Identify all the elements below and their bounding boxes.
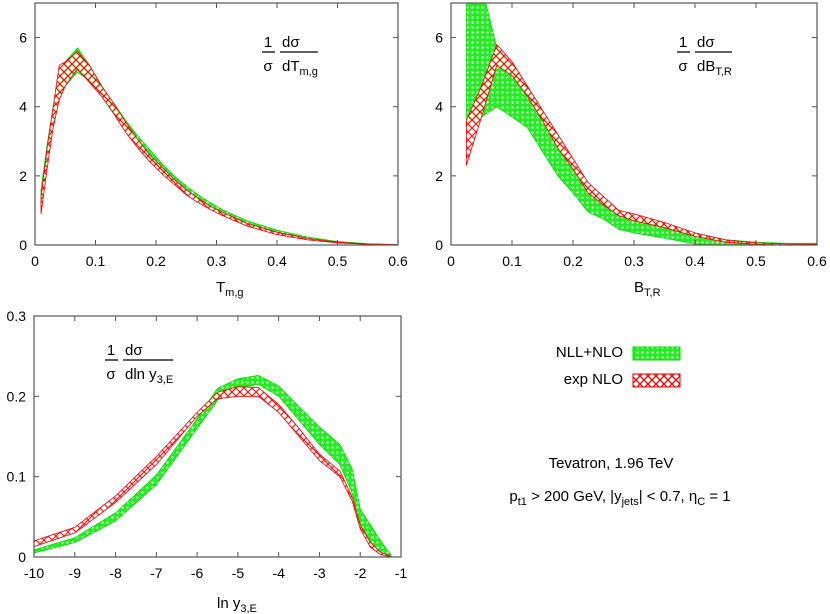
frac-den-2-main: dln y [125,366,157,383]
frac-den-2-main: dB [697,58,715,75]
x-axis-label-sub: T,R [644,287,661,299]
x-tick-label: -6 [191,565,204,581]
x-tick-label: -9 [69,565,82,581]
frac-num-2: dσ [697,34,715,51]
y-tick-label: 0.2 [7,388,27,404]
y-tick-label: 0 [18,549,26,565]
x-tick-label: 0.5 [746,253,766,269]
x-tick-label: -3 [313,565,326,581]
frac-num-1: 1 [679,34,687,51]
y-tick-label: 2 [19,168,27,184]
plot-frame [450,2,818,246]
y-tick-label: 0.3 [7,308,27,324]
x-tick-label: 0.6 [807,253,827,269]
x-axis-label: BT,R [634,279,661,299]
x-axis-label-sub: m,g [225,287,243,299]
x-axis-label-main: ln y [217,595,241,612]
frac-den-2: dBT,R [697,58,732,78]
bands [40,47,398,245]
x-tick-label: 0.6 [388,253,408,269]
x-axis-label: Tm,g [216,279,244,299]
legend-swatch-exp-nlo [632,373,681,388]
annotation-part: = 1 [705,488,730,505]
x-axis-label: ln y3,E [217,595,257,614]
y-quantity-label: 1 σdσ dBT,R [677,34,732,78]
panel-ln-y3e: -10 -9 -8 -7 -6 -5 -4 -3 -2 -100.10.20.3ln y3,E1σ… [7,308,408,614]
frac-den-2-sub: 3,E [157,374,174,386]
x-tick-label: 0 [31,253,39,269]
y-quantity-label: 1 σdσ dTm,g [262,34,318,78]
x-tick-label: -5 [232,565,245,581]
x-axis-label-main: T [216,279,225,296]
x-axis-label-sub: 3,E [240,603,257,614]
band-exp-nlo [34,386,392,557]
x-tick-label: 0.3 [624,253,644,269]
legend-swatch-nll-nlo [632,346,681,361]
band-exp-nlo [465,43,817,245]
x-tick-label: -1 [395,565,408,581]
x-tick-label: 0 [447,253,455,269]
y-tick-label: 2 [435,168,443,184]
frac-den-2: dln y3,E [125,366,173,386]
y-tick-label: 0.1 [7,469,27,485]
x-tick-label: 0.1 [86,253,106,269]
x-tick-label: 0.4 [267,253,287,269]
frac-den-2-sub: T,R [715,66,732,78]
y-tick-label: 6 [435,30,443,46]
x-tick-label: -7 [150,565,163,581]
x-tick-label: 0.4 [685,253,705,269]
legend-label-exp-nlo: exp NLO [564,371,623,388]
y-tick-label: 0 [435,237,443,253]
frac-num-2: dσ [125,342,143,359]
annotation-cuts: pt1 > 200 GeV, |yjets| < 0.7, ηC = 1 [509,488,730,508]
band-nll-nlo [465,3,817,245]
x-tick-label: 0.3 [207,253,227,269]
annotation-part: C [697,496,705,508]
x-axis-label-main: B [634,279,644,296]
annotation-part: > 200 GeV, |y [527,488,622,505]
x-tick-label: -4 [272,565,285,581]
bands [465,3,817,245]
x-tick-label: -2 [354,565,367,581]
x-tick-label: -8 [109,565,122,581]
band-exp-nlo [40,50,398,245]
x-tick-label: 0.5 [328,253,348,269]
annotation-part: p [509,488,517,505]
frac-den-2-main: dT [282,58,300,75]
y-tick-label: 4 [19,99,27,115]
frac-num-2: dσ [282,34,300,51]
frac-num-1: 1 [264,34,272,51]
frac-den-2: dTm,g [282,58,318,78]
frac-num-1: 1 [107,342,115,359]
x-tick-label: 0.2 [146,253,166,269]
band-nll-nlo [34,374,392,557]
legend: NLL+NLO exp NLO [556,344,681,388]
x-tick-label: 0.2 [563,253,583,269]
annotation-part: t1 [518,496,527,508]
y-tick-label: 0 [19,237,27,253]
annotation-collider: Tevatron, 1.96 TeV [549,455,674,472]
annotation-part: | < 0.7, η [639,488,698,505]
bands [34,374,392,557]
frac-den-1: σ [678,58,688,75]
y-tick-label: 6 [19,30,27,46]
frac-den-2-sub: m,g [300,66,318,78]
legend-label-nll-nlo: NLL+NLO [556,344,623,361]
frac-den-1: σ [263,58,273,75]
x-tick-label: -10 [24,565,44,581]
y-tick-label: 4 [435,99,443,115]
annotation-part: jets [621,496,640,508]
plot-frame [33,315,402,558]
y-quantity-label: 1 σdσ dln y3,E [105,342,174,386]
frac-den-1: σ [106,366,116,383]
x-tick-label: 0.1 [502,253,522,269]
